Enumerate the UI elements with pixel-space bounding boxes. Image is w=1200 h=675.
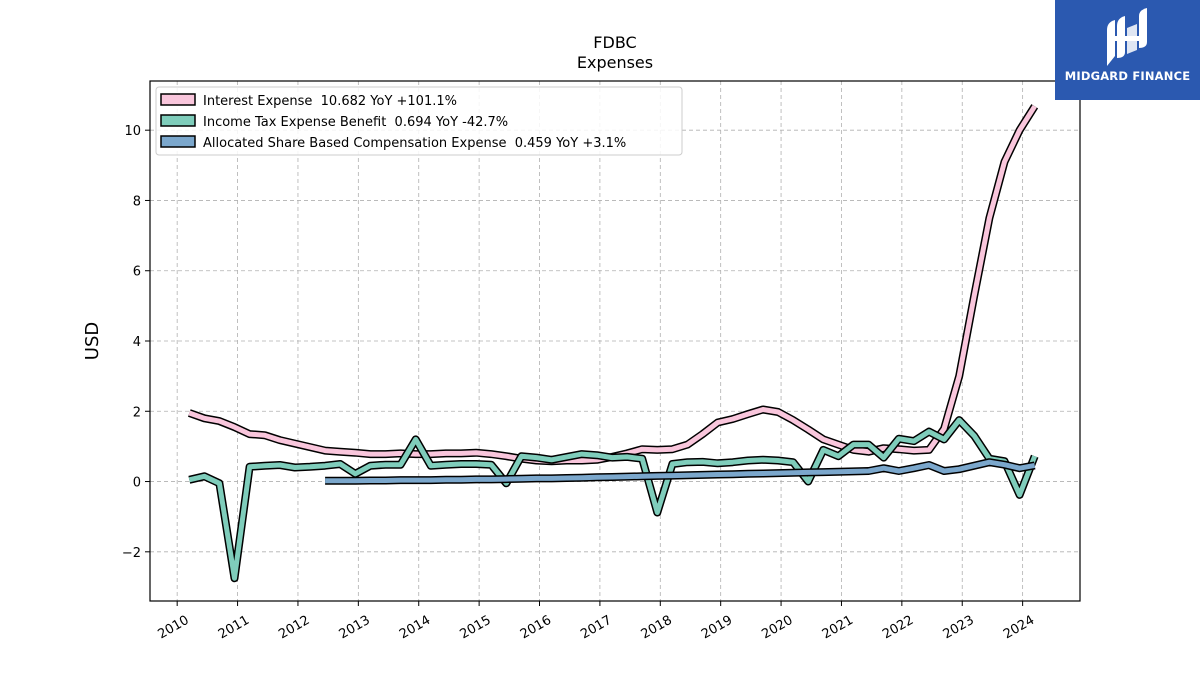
legend-label-interest-expense: Interest Expense 10.682 YoY +101.1%	[203, 94, 457, 109]
legend-swatch-interest-expense	[160, 93, 196, 106]
ticks: 2010 2011 2012 2013 2014 2015 2016 2017 2018 2019…	[122, 124, 1037, 642]
midgard-logo-icon	[1107, 8, 1147, 66]
x-tick-label: 2011	[216, 613, 252, 643]
series-outline-0	[187, 104, 1039, 466]
series-line-1	[188, 417, 1038, 581]
legend-label-share-comp: Allocated Share Based Compensation Expen…	[203, 136, 626, 151]
series-line-2	[325, 459, 1036, 484]
x-tick-label: 2016	[518, 613, 554, 643]
legend: Interest Expense 10.682 YoY +101.1% Inco…	[155, 86, 683, 156]
x-tick-label: 2013	[337, 613, 373, 643]
y-tick-label: 2	[133, 405, 141, 420]
x-tick-label: 2021	[820, 613, 856, 643]
x-tick-label: 2017	[578, 613, 614, 643]
x-tick-label: 2015	[457, 613, 493, 643]
series-line-0	[188, 104, 1037, 464]
x-tick-label: 2014	[397, 613, 433, 643]
y-tick-label: 6	[133, 265, 141, 280]
series-outline-1	[188, 416, 1039, 583]
legend-swatch-share-comp	[160, 135, 196, 148]
brand-name: MIDGARD FINANCE	[1064, 69, 1191, 83]
legend-box	[155, 86, 683, 156]
y-tick-label: 8	[133, 194, 141, 209]
y-tick-label: 10	[124, 124, 141, 139]
x-tick-label: 2018	[639, 613, 675, 643]
x-tick-label: 2019	[699, 613, 735, 643]
x-tick-label: 2010	[156, 613, 192, 643]
x-tick-label: 2024	[1001, 613, 1037, 643]
y-tick-label: 4	[133, 335, 141, 350]
x-tick-label: 2022	[880, 613, 916, 643]
brand-logo: MIDGARD FINANCE	[1055, 0, 1200, 100]
x-tick-label: 2012	[276, 613, 312, 643]
y-tick-label: −2	[122, 546, 141, 561]
chart-subtitle: Expenses	[577, 53, 653, 72]
y-axis-label: USD	[82, 322, 103, 360]
grid	[150, 81, 1080, 601]
legend-label-income-tax: Income Tax Expense Benefit 0.694 YoY -42…	[203, 115, 508, 130]
x-tick-label: 2023	[941, 613, 977, 643]
chart-title: FDBC	[593, 33, 636, 52]
series-layer	[187, 104, 1039, 583]
legend-swatch-income-tax	[160, 114, 196, 127]
y-tick-label: 0	[133, 476, 141, 491]
x-tick-label: 2020	[759, 613, 795, 643]
